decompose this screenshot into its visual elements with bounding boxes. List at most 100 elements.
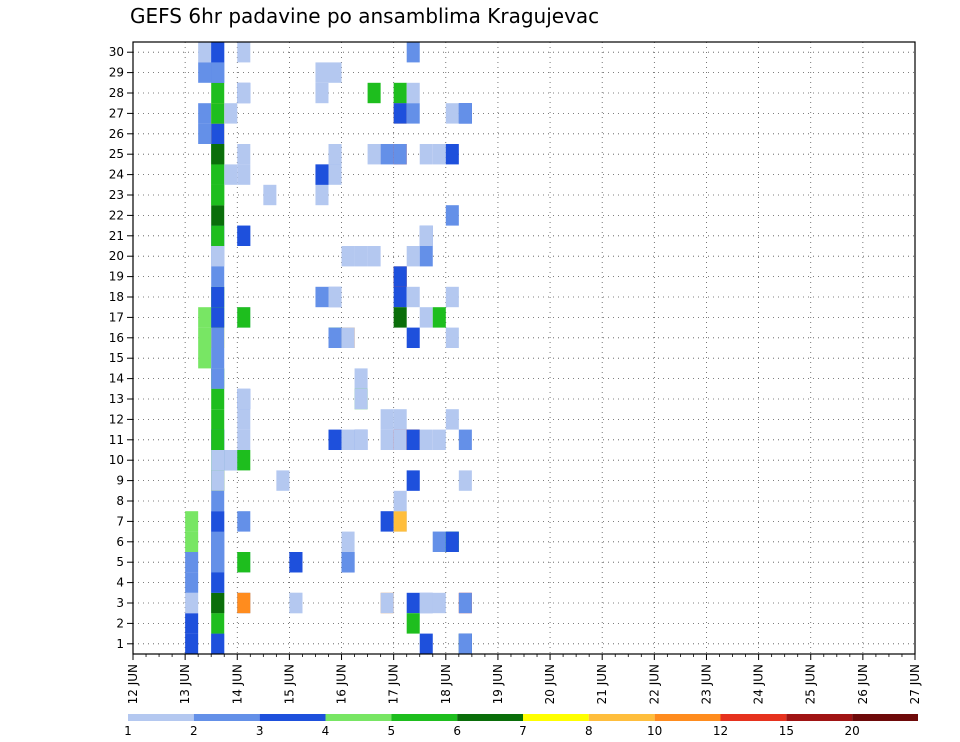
- data-cell: [328, 327, 342, 348]
- data-cell: [198, 123, 212, 144]
- x-tick-label: 16 JUN: [335, 664, 349, 704]
- data-cell: [198, 327, 212, 348]
- data-cell: [354, 429, 368, 450]
- data-cell: [393, 490, 407, 512]
- data-cell: [419, 225, 433, 246]
- legend-label: 20: [845, 724, 860, 738]
- data-cell: [393, 409, 407, 430]
- legend-swatch: [457, 714, 523, 721]
- data-cell: [445, 327, 459, 348]
- legend-swatch: [193, 714, 260, 721]
- y-tick-label: 26: [109, 127, 124, 141]
- data-cell: [341, 246, 355, 267]
- legend-swatch: [852, 714, 918, 721]
- y-tick-label: 14: [109, 372, 124, 386]
- data-cell: [328, 144, 342, 165]
- legend-swatch: [720, 714, 787, 721]
- data-cell: [380, 144, 394, 165]
- data-cell: [328, 62, 342, 83]
- x-tick-label: 26 JUN: [856, 664, 870, 704]
- data-cell: [406, 592, 420, 614]
- data-cell: [406, 429, 420, 450]
- data-cell: [237, 144, 251, 165]
- data-cell: [263, 184, 277, 206]
- y-tick-label: 27: [109, 106, 124, 120]
- data-cell: [211, 409, 225, 430]
- data-cell: [341, 327, 355, 348]
- data-cell: [432, 144, 446, 165]
- legend-swatch: [786, 714, 853, 721]
- data-cell: [445, 286, 459, 308]
- data-cell: [406, 613, 420, 634]
- y-tick-label: 20: [109, 249, 124, 263]
- data-cell: [380, 429, 394, 450]
- data-cell: [432, 429, 446, 450]
- data-cell: [419, 144, 433, 165]
- y-tick-label: 13: [109, 392, 124, 406]
- data-cell: [406, 470, 420, 491]
- data-cell: [380, 592, 394, 614]
- data-cell: [406, 327, 420, 348]
- legend-swatch: [523, 714, 589, 721]
- data-cell: [185, 592, 199, 614]
- data-cell: [393, 144, 407, 165]
- data-cell: [445, 144, 459, 165]
- data-cell: [211, 490, 225, 512]
- data-cell: [211, 266, 225, 287]
- data-cell: [328, 286, 342, 308]
- data-cell: [198, 42, 212, 63]
- legend-label: 7: [519, 724, 527, 738]
- x-tick-label: 12 JUN: [126, 664, 140, 704]
- data-cell: [211, 225, 225, 246]
- legend-label: 6: [453, 724, 461, 738]
- data-cell: [419, 246, 433, 267]
- y-tick-label: 8: [116, 494, 124, 508]
- y-tick-label: 9: [116, 474, 124, 488]
- data-cell: [211, 184, 225, 206]
- data-cell: [393, 307, 407, 328]
- y-tick-label: 30: [109, 45, 124, 59]
- data-cell: [237, 307, 251, 328]
- data-cell: [224, 103, 238, 124]
- data-cell: [211, 246, 225, 267]
- data-cell: [211, 82, 225, 104]
- data-cell: [211, 450, 225, 471]
- data-cell: [380, 511, 394, 532]
- data-cell: [315, 62, 329, 83]
- data-cell: [393, 429, 407, 450]
- data-cell: [419, 592, 433, 614]
- legend-label: 15: [779, 724, 794, 738]
- data-cell: [237, 225, 251, 246]
- x-tick-label: 20 JUN: [543, 664, 557, 704]
- x-tick-label: 18 JUN: [439, 664, 453, 704]
- data-cell: [341, 552, 355, 573]
- data-cell: [237, 82, 251, 104]
- x-tick-label: 13 JUN: [178, 664, 192, 704]
- data-cell: [237, 429, 251, 450]
- data-cell: [211, 552, 225, 573]
- data-cell: [419, 307, 433, 328]
- y-tick-label: 25: [109, 147, 124, 161]
- y-tick-label: 29: [109, 66, 124, 80]
- data-cell: [237, 164, 251, 185]
- data-cell: [315, 286, 329, 308]
- x-tick-label: 22 JUN: [647, 664, 661, 704]
- legend-label: 12: [713, 724, 728, 738]
- y-tick-label: 16: [109, 331, 124, 345]
- data-cell: [458, 592, 472, 614]
- x-tick-label: 15 JUN: [282, 664, 296, 704]
- y-tick-label: 4: [116, 576, 124, 590]
- x-tick-label: 21 JUN: [595, 664, 609, 704]
- data-cell: [367, 144, 381, 165]
- legend-label: 10: [647, 724, 662, 738]
- data-cell: [289, 592, 303, 614]
- data-cell: [211, 511, 225, 532]
- data-cell: [276, 470, 290, 491]
- legend-label: 3: [256, 724, 264, 738]
- data-cell: [341, 429, 355, 450]
- x-tick-label: 24 JUN: [752, 664, 766, 704]
- y-tick-label: 7: [116, 514, 124, 528]
- data-cell: [224, 164, 238, 185]
- data-cell: [237, 42, 251, 63]
- data-cell: [458, 429, 472, 450]
